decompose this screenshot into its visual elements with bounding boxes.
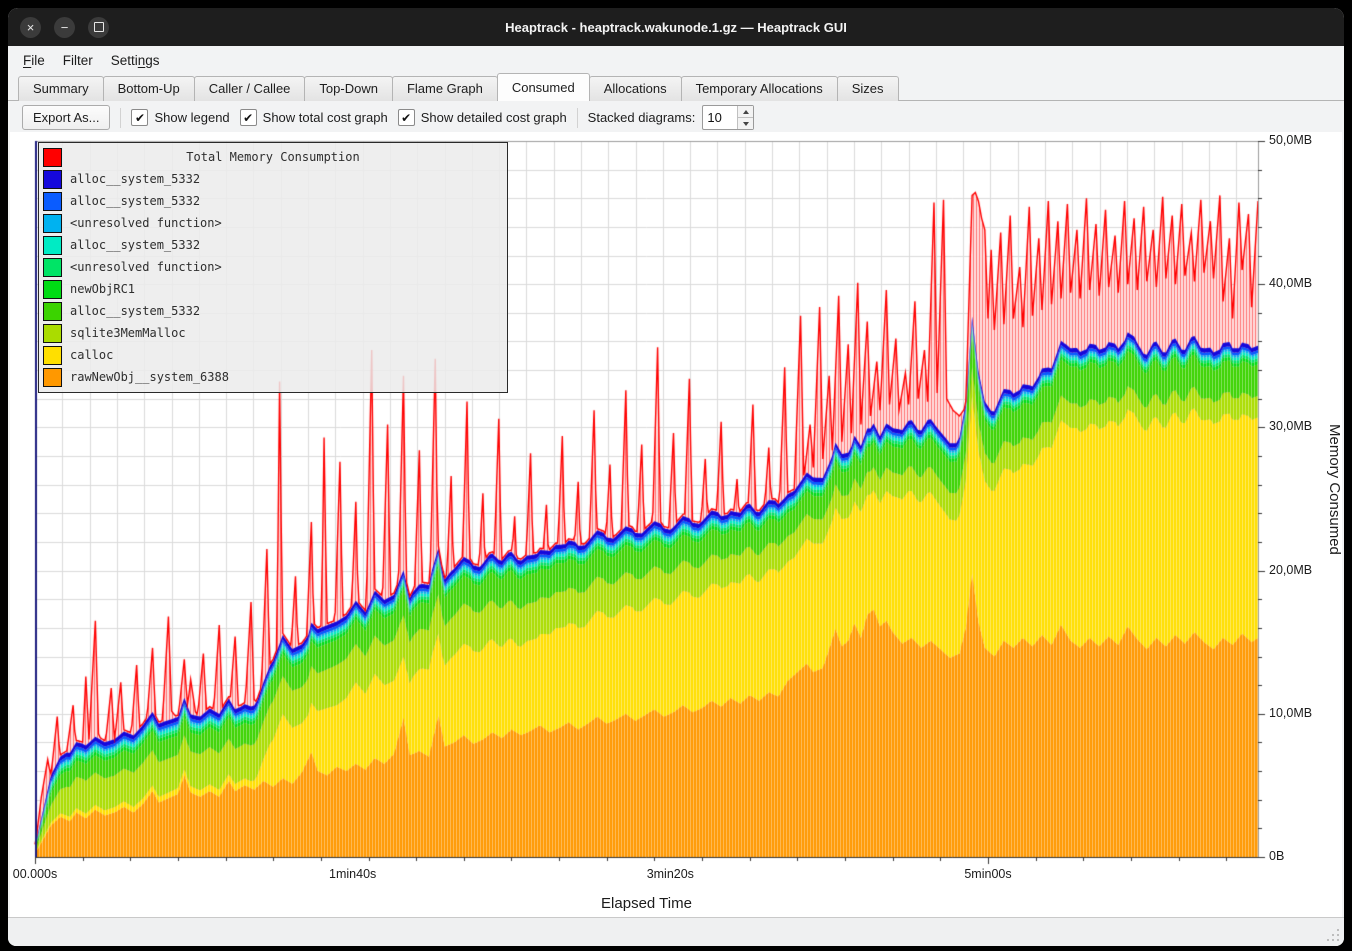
legend-swatch	[43, 192, 62, 211]
menu-bar: File Filter Settings	[8, 46, 1344, 74]
tab-summary[interactable]: Summary	[18, 76, 104, 101]
y-tick-label: 20,0MB	[1269, 562, 1313, 577]
legend-label: sqlite3MemMalloc	[70, 326, 186, 340]
tab-temporary-allocations[interactable]: Temporary Allocations	[680, 76, 838, 101]
legend-label: <unresolved function>	[70, 260, 222, 274]
spin-up-button[interactable]	[738, 106, 754, 118]
tab-bar: Summary Bottom-Up Caller / Callee Top-Down F…	[8, 73, 1344, 101]
x-tick-label: 1min40s	[329, 867, 377, 881]
menu-settings[interactable]: Settings	[110, 52, 160, 68]
checkbox-show-legend[interactable]: ✔ Show legend	[131, 109, 230, 126]
legend-swatch	[43, 258, 62, 277]
status-bar	[8, 917, 1344, 946]
checkbox-icon[interactable]: ✔	[131, 109, 149, 126]
checkbox-show-total-cost-graph[interactable]: ✔ Show total cost graph	[239, 109, 388, 126]
y-tick-label: 40,0MB	[1269, 276, 1313, 291]
y-tick-label: 0B	[1269, 849, 1285, 863]
menu-file[interactable]: File	[23, 52, 45, 68]
legend-swatch	[43, 148, 62, 167]
legend-swatch	[43, 346, 62, 365]
legend-swatch	[43, 302, 62, 321]
tab-caller-callee[interactable]: Caller / Callee	[193, 76, 306, 101]
legend-label: alloc__system_5332	[70, 194, 201, 208]
y-tick-label: 10,0MB	[1269, 705, 1313, 720]
stacked-diagrams-spinbox[interactable]	[702, 105, 755, 130]
y-tick-label: 30,0MB	[1269, 419, 1313, 434]
tab-flame-graph[interactable]: Flame Graph	[391, 76, 498, 101]
checkbox-show-detailed-cost-graph[interactable]: ✔ Show detailed cost graph	[397, 109, 567, 126]
memory-consumption-chart: Total Memory Consumption alloc__system_53…	[10, 132, 1343, 918]
legend-label: calloc	[70, 348, 114, 362]
tab-consumed[interactable]: Consumed	[496, 73, 590, 101]
legend-row: alloc__system_5332	[39, 168, 507, 190]
legend-row: alloc__system_5332	[39, 190, 507, 212]
toolbar-separator	[120, 107, 122, 128]
export-as-button[interactable]: Export As...	[22, 105, 111, 130]
checkbox-label: Show total cost graph	[262, 110, 388, 125]
legend-row: rawNewObj__system_6388	[39, 366, 507, 388]
close-button[interactable]: ×	[20, 16, 41, 38]
maximize-button[interactable]	[88, 16, 109, 38]
maximize-icon	[93, 22, 104, 32]
legend-swatch	[43, 236, 62, 255]
resize-grip[interactable]	[1327, 929, 1341, 943]
close-icon: ×	[26, 19, 35, 35]
title-bar[interactable]: × − Heaptrack - heaptrack.wakunode.1.gz …	[8, 8, 1344, 46]
legend-label: <unresolved function>	[70, 216, 222, 230]
legend-row: alloc__system_5332	[39, 300, 507, 322]
spin-up-icon	[742, 109, 749, 114]
legend-label: rawNewObj__system_6388	[70, 370, 229, 384]
checkbox-label: Show legend	[154, 110, 230, 125]
spin-down-button[interactable]	[738, 118, 754, 129]
y-tick-label: 50,0MB	[1269, 133, 1313, 147]
legend-label: alloc__system_5332	[70, 172, 201, 186]
stacked-diagrams-label: Stacked diagrams:	[587, 110, 696, 125]
x-tick-label: 5min00s	[964, 867, 1012, 881]
window-title: Heaptrack - heaptrack.wakunode.1.gz — He…	[505, 19, 847, 35]
legend-row: newObjRC1	[39, 278, 507, 300]
legend-swatch	[43, 368, 62, 387]
toolbar: Export As... ✔ Show legend ✔ Show total cos…	[8, 101, 1344, 134]
legend-label: Total Memory Consumption	[186, 150, 360, 164]
tab-sizes[interactable]: Sizes	[836, 76, 899, 101]
toolbar-separator	[576, 107, 578, 128]
tab-top-down[interactable]: Top-Down	[304, 76, 393, 101]
legend-row: <unresolved function>	[39, 256, 507, 278]
legend-label: alloc__system_5332	[70, 304, 201, 318]
minimize-button[interactable]: −	[54, 16, 75, 38]
y-axis-title: Memory Consumed	[1326, 424, 1343, 555]
legend-swatch	[43, 170, 62, 189]
legend-swatch	[43, 324, 62, 343]
tab-allocations[interactable]: Allocations	[588, 76, 682, 101]
legend-label: alloc__system_5332	[70, 238, 201, 252]
heaptrack-window: × − Heaptrack - heaptrack.wakunode.1.gz …	[8, 8, 1344, 946]
x-axis-title: Elapsed Time	[601, 895, 692, 912]
legend-row: sqlite3MemMalloc	[39, 322, 507, 344]
legend-row: Total Memory Consumption	[39, 146, 507, 168]
minimize-icon: −	[60, 19, 69, 35]
legend-swatch	[43, 280, 62, 299]
menu-filter[interactable]: Filter	[62, 52, 93, 68]
tab-bottom-up[interactable]: Bottom-Up	[102, 76, 195, 101]
chart-legend: Total Memory Consumption alloc__system_53…	[38, 142, 508, 393]
spin-down-icon	[742, 121, 749, 126]
checkbox-icon[interactable]: ✔	[397, 109, 415, 126]
legend-row: alloc__system_5332	[39, 234, 507, 256]
legend-swatch	[43, 214, 62, 233]
checkbox-label: Show detailed cost graph	[420, 110, 567, 125]
x-tick-label: 00.000s	[12, 867, 58, 881]
legend-row: calloc	[39, 344, 507, 366]
stacked-diagrams-value[interactable]	[703, 106, 738, 129]
legend-label: newObjRC1	[70, 282, 136, 296]
checkbox-icon[interactable]: ✔	[239, 109, 257, 126]
x-tick-label: 3min20s	[646, 867, 694, 881]
legend-row: <unresolved function>	[39, 212, 507, 234]
